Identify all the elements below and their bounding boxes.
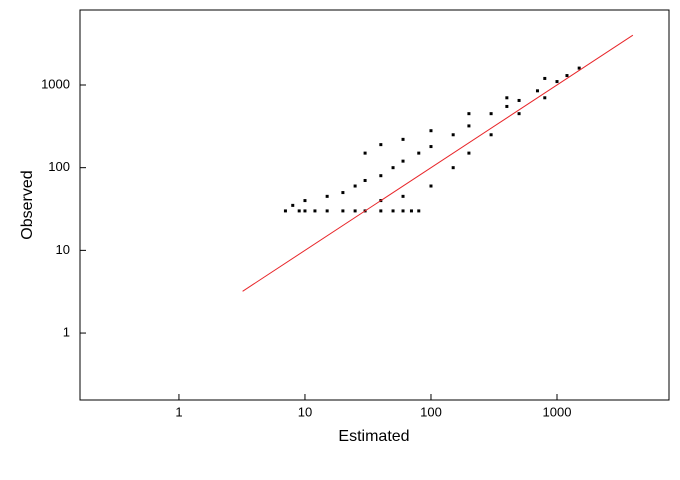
point — [417, 151, 421, 155]
point — [577, 66, 581, 70]
x-tick-label: 10 — [298, 404, 312, 419]
point — [543, 96, 547, 100]
point — [303, 199, 307, 203]
plot-frame — [79, 9, 670, 401]
point — [467, 151, 471, 155]
point — [297, 209, 301, 213]
point — [565, 74, 569, 78]
x-tick-label: 1 — [175, 404, 182, 419]
point — [517, 112, 521, 116]
point — [401, 194, 405, 198]
point — [489, 112, 493, 116]
point — [303, 209, 307, 213]
x-tick-label: 1000 — [543, 404, 572, 419]
point — [341, 209, 345, 213]
point — [379, 143, 383, 147]
x-tick-label: 100 — [420, 404, 442, 419]
point — [379, 209, 383, 213]
point — [363, 151, 367, 155]
point — [391, 166, 395, 170]
point — [401, 137, 405, 141]
point — [429, 129, 433, 133]
x-axis-title: Estimated — [338, 428, 409, 445]
point — [409, 209, 413, 213]
point — [401, 159, 405, 163]
point — [363, 178, 367, 182]
point — [467, 124, 471, 128]
point — [283, 209, 287, 213]
point — [313, 209, 317, 213]
point — [379, 174, 383, 178]
point — [489, 133, 493, 137]
point — [429, 184, 433, 188]
point — [505, 104, 509, 108]
y-tick-label: 100 — [48, 159, 70, 174]
point — [517, 98, 521, 102]
point — [391, 209, 395, 213]
point — [353, 209, 357, 213]
point — [429, 145, 433, 149]
y-tick-label: 10 — [56, 242, 70, 257]
y-tick-label: 1000 — [41, 76, 70, 91]
point — [325, 194, 329, 198]
point — [325, 209, 329, 213]
point — [417, 209, 421, 213]
point — [505, 96, 509, 100]
point — [535, 89, 539, 93]
y-axis-title: Observed — [19, 170, 36, 239]
reference-line — [242, 34, 634, 292]
point — [451, 133, 455, 137]
point — [291, 203, 295, 207]
point — [467, 112, 471, 116]
y-tick-label: 1 — [63, 324, 70, 339]
point — [451, 166, 455, 170]
point — [341, 191, 345, 195]
point — [555, 80, 559, 84]
point — [401, 209, 405, 213]
point — [543, 76, 547, 80]
point — [353, 184, 357, 188]
